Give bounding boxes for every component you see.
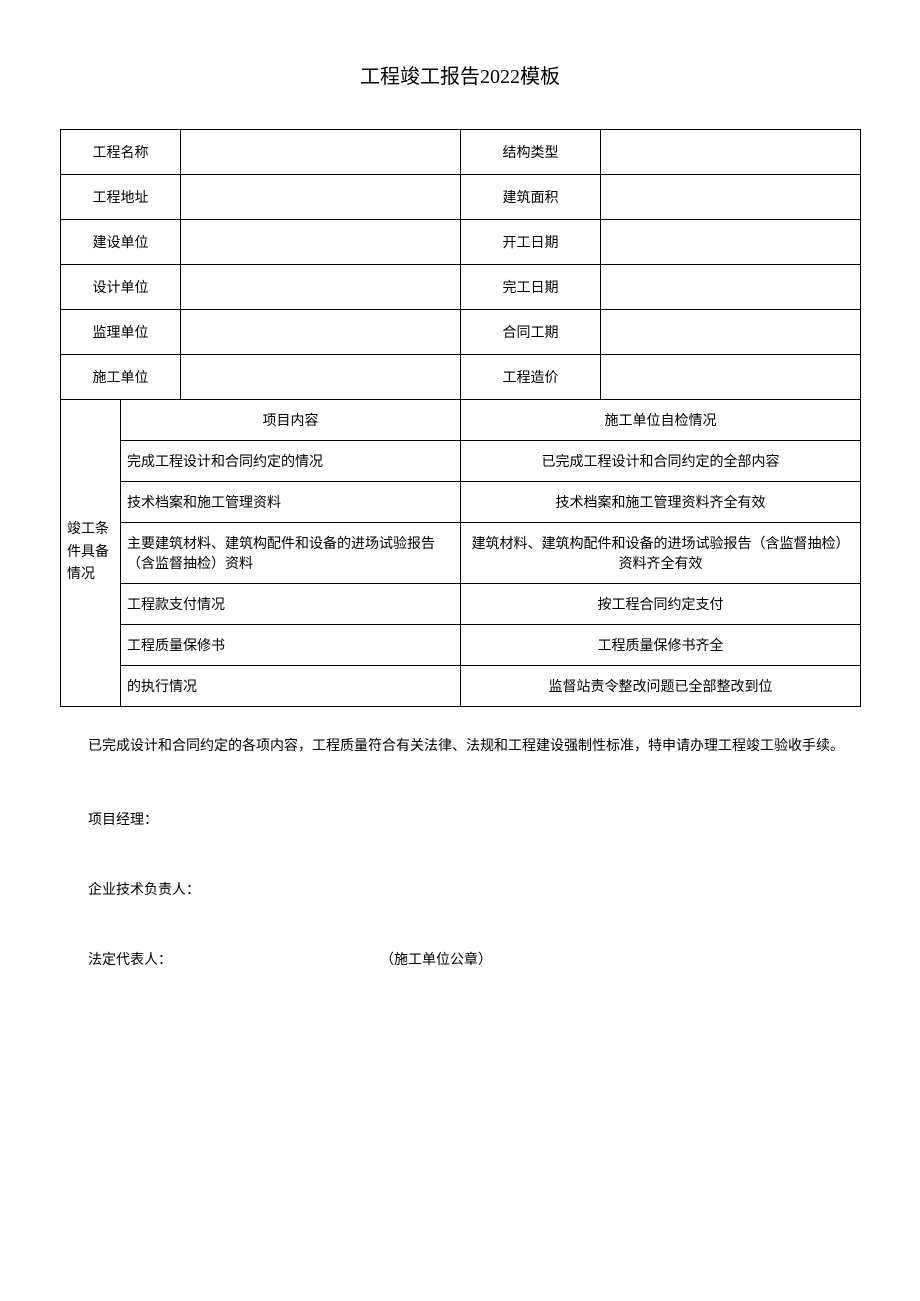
contractor-label: 施工单位 [61, 355, 181, 400]
structure-type-value [601, 130, 861, 175]
construction-unit-value [181, 220, 461, 265]
table-row: 竣工条件具备情况 项目内容 施工单位自检情况 [61, 400, 861, 441]
design-unit-value [181, 265, 461, 310]
condition-status: 已完成工程设计和合同约定的全部内容 [461, 441, 861, 482]
condition-status: 技术档案和施工管理资料齐全有效 [461, 482, 861, 523]
contract-period-value [601, 310, 861, 355]
structure-type-label: 结构类型 [461, 130, 601, 175]
condition-item: 的执行情况 [121, 666, 461, 707]
condition-item: 工程款支付情况 [121, 584, 461, 625]
project-name-label: 工程名称 [61, 130, 181, 175]
supervision-unit-value [181, 310, 461, 355]
report-table: 工程名称 结构类型 工程地址 建筑面积 建设单位 开工日期 设计单位 完工日期 … [60, 129, 861, 707]
construction-unit-label: 建设单位 [61, 220, 181, 265]
table-row: 监理单位 合同工期 [61, 310, 861, 355]
project-name-value [181, 130, 461, 175]
supervision-unit-label: 监理单位 [61, 310, 181, 355]
tech-lead-signature: 企业技术负责人： [60, 879, 860, 899]
table-row: 完成工程设计和合同约定的情况 已完成工程设计和合同约定的全部内容 [61, 441, 861, 482]
page-title: 工程竣工报告2022模板 [60, 60, 860, 89]
condition-status: 监督站责令整改问题已全部整改到位 [461, 666, 861, 707]
table-row: 的执行情况 监督站责令整改问题已全部整改到位 [61, 666, 861, 707]
contractor-value [181, 355, 461, 400]
table-row: 建设单位 开工日期 [61, 220, 861, 265]
legal-rep-label: 法定代表人： [60, 949, 380, 969]
project-address-value [181, 175, 461, 220]
condition-item: 技术档案和施工管理资料 [121, 482, 461, 523]
table-row: 工程名称 结构类型 [61, 130, 861, 175]
table-row: 工程款支付情况 按工程合同约定支付 [61, 584, 861, 625]
conditions-header-status: 施工单位自检情况 [461, 400, 861, 441]
start-date-label: 开工日期 [461, 220, 601, 265]
table-row: 工程质量保修书 工程质量保修书齐全 [61, 625, 861, 666]
start-date-value [601, 220, 861, 265]
design-unit-label: 设计单位 [61, 265, 181, 310]
seal-label: （施工单位公章） [380, 949, 492, 969]
project-manager-signature: 项目经理： [60, 809, 860, 829]
condition-item: 完成工程设计和合同约定的情况 [121, 441, 461, 482]
condition-item: 工程质量保修书 [121, 625, 461, 666]
legal-rep-signature-line: 法定代表人： （施工单位公章） [60, 949, 860, 969]
table-row: 技术档案和施工管理资料 技术档案和施工管理资料齐全有效 [61, 482, 861, 523]
conditions-header-item: 项目内容 [121, 400, 461, 441]
condition-item: 主要建筑材料、建筑构配件和设备的进场试验报告（含监督抽检）资料 [121, 523, 461, 584]
conditions-section-label: 竣工条件具备情况 [61, 400, 121, 707]
condition-status: 按工程合同约定支付 [461, 584, 861, 625]
project-cost-label: 工程造价 [461, 355, 601, 400]
table-row: 设计单位 完工日期 [61, 265, 861, 310]
condition-status: 工程质量保修书齐全 [461, 625, 861, 666]
project-cost-value [601, 355, 861, 400]
condition-status: 建筑材料、建筑构配件和设备的进场试验报告（含监督抽检）资料齐全有效 [461, 523, 861, 584]
project-address-label: 工程地址 [61, 175, 181, 220]
declaration-text: 已完成设计和合同约定的各项内容，工程质量符合有关法律、法规和工程建设强制性标准，… [60, 735, 860, 759]
table-row: 主要建筑材料、建筑构配件和设备的进场试验报告（含监督抽检）资料 建筑材料、建筑构… [61, 523, 861, 584]
completion-date-value [601, 265, 861, 310]
completion-date-label: 完工日期 [461, 265, 601, 310]
table-row: 施工单位 工程造价 [61, 355, 861, 400]
table-row: 工程地址 建筑面积 [61, 175, 861, 220]
building-area-label: 建筑面积 [461, 175, 601, 220]
contract-period-label: 合同工期 [461, 310, 601, 355]
building-area-value [601, 175, 861, 220]
